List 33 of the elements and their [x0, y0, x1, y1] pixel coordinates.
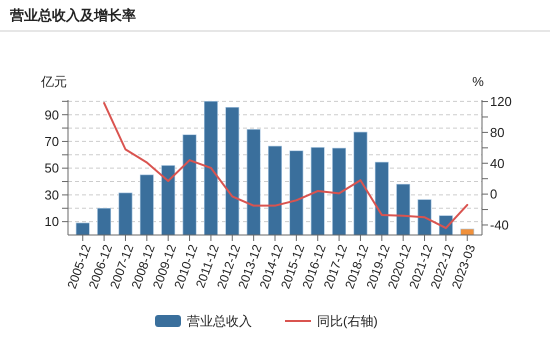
y2-axis-title: % — [472, 74, 484, 89]
bar — [246, 129, 261, 236]
y2-tick-label: 80 — [490, 124, 504, 140]
y2-tick-label: 120 — [490, 94, 512, 110]
bar — [354, 132, 368, 236]
legend-label: 同比(右轴) — [317, 314, 378, 329]
chart-title: 营业总收入及增长率 — [9, 7, 136, 23]
bar — [225, 107, 240, 236]
bar — [396, 184, 410, 236]
legend-label: 营业总收入 — [187, 314, 252, 329]
bar — [182, 134, 196, 236]
bar — [118, 192, 132, 236]
bar — [76, 222, 90, 236]
y2-tick-label: -40 — [490, 218, 509, 233]
y-tick-label: 90 — [44, 107, 59, 122]
bar — [140, 174, 154, 236]
line-series — [103, 102, 468, 230]
y-tick-label: 70 — [44, 134, 59, 149]
bar — [310, 147, 325, 236]
y2-tick-label: 0 — [490, 186, 498, 202]
y-tick-label: 10 — [44, 214, 59, 230]
bar — [161, 165, 176, 236]
bar — [97, 208, 112, 236]
bar — [204, 101, 218, 236]
bar — [268, 146, 282, 236]
y-tick-label: 30 — [44, 187, 59, 202]
bar — [418, 199, 432, 236]
bar — [289, 150, 304, 236]
bar — [374, 162, 389, 236]
y-axis-title: 亿元 — [40, 74, 67, 89]
bar — [332, 148, 346, 236]
y-tick-label: 50 — [44, 160, 59, 176]
y2-tick-label: 40 — [490, 156, 504, 171]
